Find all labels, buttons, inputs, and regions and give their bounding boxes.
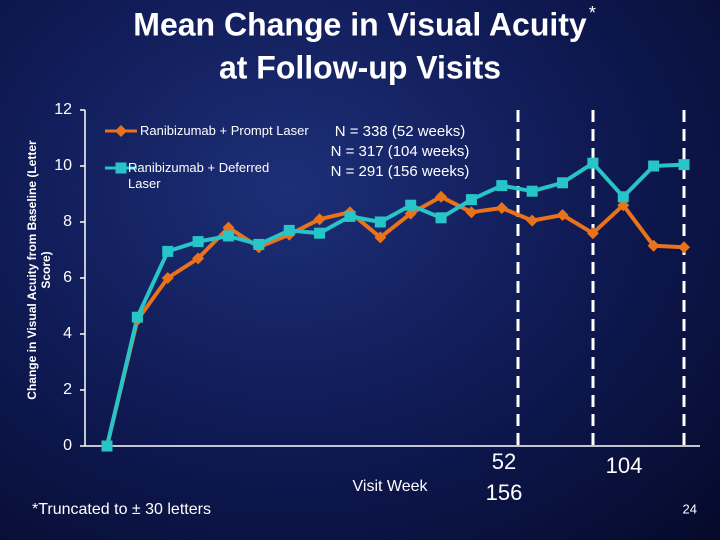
marker <box>344 210 356 222</box>
marker <box>557 177 569 189</box>
y-tick-label: 0 <box>63 437 72 454</box>
series-line <box>105 161 685 447</box>
marker <box>313 213 326 226</box>
marker <box>647 239 660 252</box>
marker <box>192 252 205 265</box>
y-axis-label: Score) <box>39 251 53 288</box>
marker <box>101 440 113 452</box>
marker <box>556 209 569 221</box>
page-number: 24 <box>683 501 697 516</box>
n-note: N = 291 (156 weeks) <box>331 163 470 180</box>
marker <box>115 162 127 174</box>
marker <box>678 159 690 171</box>
legend-label: Ranibizumab + Deferred Laser <box>128 160 270 191</box>
y-tick-label: 6 <box>63 269 72 286</box>
marker <box>496 180 508 192</box>
n-note: N = 317 (104 weeks) <box>331 143 470 160</box>
marker <box>161 272 174 284</box>
footnote: *Truncated to ± 30 letters <box>32 501 211 518</box>
y-tick-label: 8 <box>63 213 72 230</box>
marker <box>192 236 204 248</box>
week-label: 156 <box>486 480 523 505</box>
marker <box>465 206 478 219</box>
x-axis-label: Visit Week <box>353 478 429 495</box>
marker <box>587 157 599 169</box>
title-mark: * <box>589 3 596 23</box>
y-tick-label: 12 <box>54 101 72 118</box>
legend-label: Ranibizumab + Prompt Laser <box>140 123 309 138</box>
marker <box>526 214 539 227</box>
y-tick-label: 10 <box>54 157 72 174</box>
marker <box>526 185 538 197</box>
marker <box>131 311 143 323</box>
marker <box>405 199 417 211</box>
marker <box>374 231 387 244</box>
chart-title: Mean Change in Visual Acuity <box>133 6 587 42</box>
y-axis-label: Change in Visual Acuity from Baseline (L… <box>25 140 39 400</box>
marker <box>162 245 174 257</box>
marker <box>617 191 629 203</box>
marker <box>678 241 690 254</box>
marker <box>253 238 265 250</box>
marker <box>435 212 447 224</box>
marker <box>495 202 508 214</box>
marker <box>435 190 448 203</box>
marker <box>586 227 599 240</box>
chart-title: at Follow-up Visits <box>219 49 501 85</box>
marker <box>283 224 295 236</box>
marker <box>115 125 127 137</box>
marker <box>314 227 326 239</box>
series-line <box>105 194 685 447</box>
y-tick-label: 4 <box>63 325 72 342</box>
marker <box>222 230 234 242</box>
marker <box>648 160 660 172</box>
n-note: N = 338 (52 weeks) <box>335 123 465 140</box>
marker <box>374 216 386 228</box>
week-label: 52 <box>492 449 516 474</box>
week-label: 104 <box>606 453 643 478</box>
legend <box>105 125 137 174</box>
y-tick-label: 2 <box>63 381 72 398</box>
marker <box>465 194 477 206</box>
